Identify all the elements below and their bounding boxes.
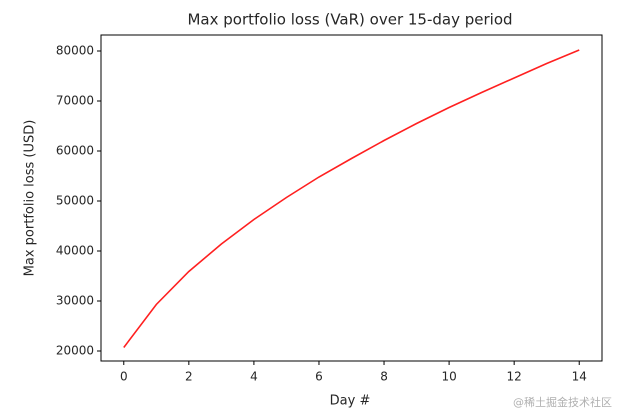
y-tick-label: 50000 (56, 194, 94, 208)
x-tick-label: 2 (185, 370, 193, 384)
y-tick-label: 70000 (56, 94, 94, 108)
x-axis-label: Day # (330, 394, 371, 409)
plot-frame (100, 34, 603, 362)
x-tick-label: 0 (120, 370, 128, 384)
x-tick-label: 12 (507, 370, 522, 384)
x-tick-label: 6 (315, 370, 323, 384)
y-tick-label: 60000 (56, 144, 94, 158)
line (123, 49, 580, 348)
x-tick-label: 10 (441, 370, 456, 384)
watermark: @稀土掘金技术社区 (513, 395, 612, 409)
x-tick-label: 8 (380, 370, 388, 384)
x-tick-label: 4 (250, 370, 258, 384)
y-axis-label: Max portfolio loss (USD) (23, 120, 38, 277)
y-tick-label: 80000 (56, 44, 94, 58)
chart-title: Max portfolio loss (VaR) over 15-day per… (187, 11, 512, 29)
y-tick-label: 30000 (56, 294, 94, 308)
y-tick-label: 40000 (56, 244, 94, 258)
y-tick-label: 20000 (56, 344, 94, 358)
x-tick-label: 14 (572, 370, 587, 384)
